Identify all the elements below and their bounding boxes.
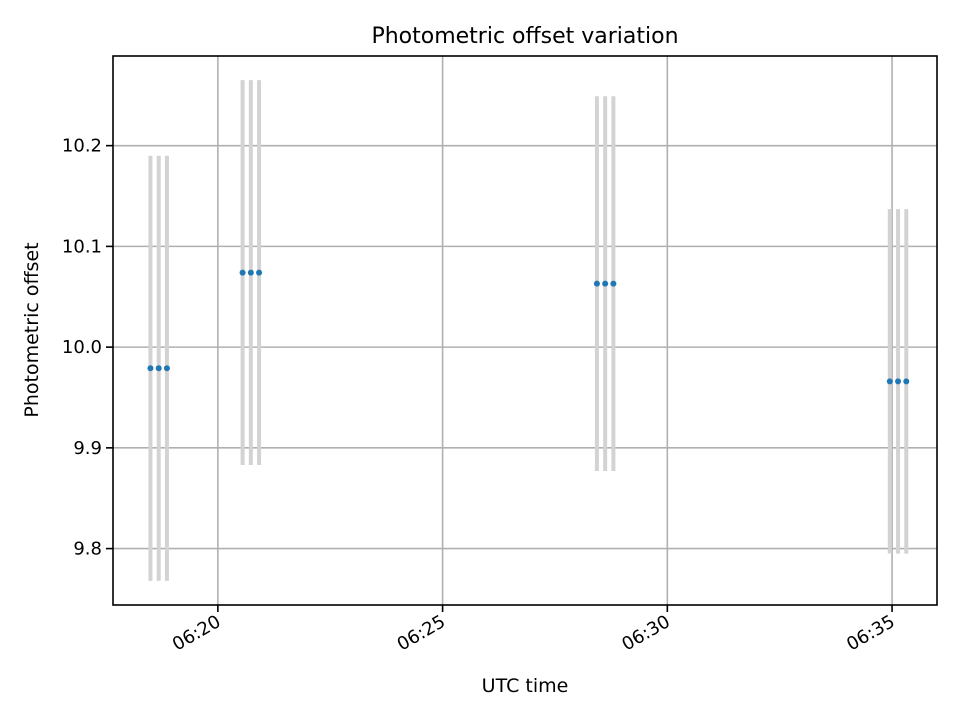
- data-point: [886, 378, 893, 385]
- grid: [113, 56, 937, 605]
- y-tick-label: 9.8: [73, 539, 102, 560]
- data-point: [903, 378, 910, 385]
- y-tick-label: 10.2: [62, 136, 102, 157]
- data-point: [147, 365, 154, 372]
- x-tick-label: 06:20: [169, 611, 224, 655]
- data-point: [256, 269, 263, 276]
- data-point: [247, 269, 254, 276]
- x-tick-label: 06:35: [843, 611, 898, 655]
- y-tick-label: 10.0: [62, 337, 102, 358]
- data-point: [610, 280, 617, 287]
- data-points: [147, 269, 910, 385]
- y-axis-label: Photometric offset: [21, 242, 43, 417]
- axis-ticks: 06:20 06:25 06:30 06:35 9.8 9.9 10.0 10.1 10.2: [62, 136, 899, 656]
- chart-title: Photometric offset variation: [371, 24, 678, 49]
- data-point: [239, 269, 246, 276]
- plot-frame: [112, 55, 938, 606]
- data-point: [593, 280, 600, 287]
- error-bars: [148, 80, 909, 581]
- y-tick-label: 9.9: [73, 438, 102, 459]
- data-point: [602, 280, 609, 287]
- x-tick-label: 06:30: [618, 611, 673, 655]
- data-point: [895, 378, 902, 385]
- y-tick-label: 10.1: [62, 236, 102, 257]
- x-tick-label: 06:25: [394, 611, 449, 655]
- data-point: [155, 365, 162, 372]
- data-point: [163, 365, 170, 372]
- x-axis-label: UTC time: [482, 675, 569, 697]
